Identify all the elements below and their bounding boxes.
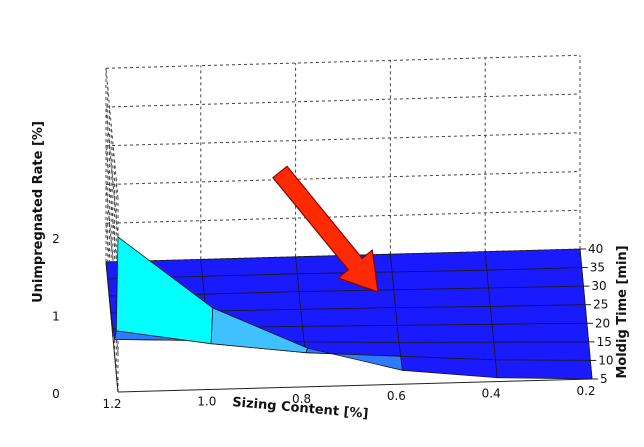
x-tick-label: 1.0 [197,394,216,408]
surface-cell [491,322,590,343]
surface-cell [400,355,498,379]
y-tick-label: 25 [593,298,608,312]
x-tick-label: 1.2 [102,397,121,411]
surface-cell [488,285,586,307]
surface-cell [389,251,488,273]
red-arrow [272,165,379,293]
y-tick-label: 20 [595,316,610,330]
trend-arrow [272,165,379,293]
y-tick-label: 40 [588,242,603,256]
surface-cell [395,306,493,326]
y-tick-label: 5 [600,372,608,386]
y-tick-label: 15 [597,335,612,349]
surface-cell [200,256,298,277]
z-tick-label: 2 [52,232,60,246]
left-wall-gridline [105,223,119,354]
y-tick-label: 35 [590,261,605,275]
y-axis-title: Moldig Time [min] [615,245,630,378]
surface-cell [495,359,593,380]
z-tick-label: 1 [52,310,60,324]
surface-cell [489,304,588,325]
back-wall-gridline [105,54,581,69]
surface-cell [391,269,490,291]
left-wall-gridline [105,184,119,315]
back-wall-gridline [105,132,581,147]
surface-cell [202,273,300,295]
x-tick-label: 0.6 [387,389,406,403]
y-tick-label: 10 [598,353,613,367]
z-tick-label: 0 [52,387,60,401]
left-wall-gridline [105,106,119,238]
surface-cell [302,324,400,343]
surface-cell [486,267,584,289]
surface-cell [493,341,591,361]
tick-labels: 1.2 1.0 0.8 0.6 0.4 0.2 5 10 15 20 25 30 35 40 0 1 2 [52,232,613,411]
surface-cell [298,289,396,310]
surface-cell [203,291,302,312]
left-wall-gridline [105,145,119,276]
surface-cell [300,307,398,327]
back-wall-gridline [105,93,581,108]
back-wall-gridline [105,171,581,185]
x-tick-label: 0.8 [292,392,311,406]
surface-cell [396,323,495,343]
surface-cell [484,248,583,271]
surface [105,236,593,380]
back-wall-gridline [105,209,581,224]
z-axis-title: Unimpregnated Rate [%] [31,121,46,303]
left-wall-gridline [105,68,119,199]
surface-cell [393,287,491,309]
base-edge [117,378,593,393]
x-tick-label: 0.2 [576,384,595,398]
y-tick-label: 30 [591,279,606,293]
x-tick-label: 0.4 [482,387,501,401]
